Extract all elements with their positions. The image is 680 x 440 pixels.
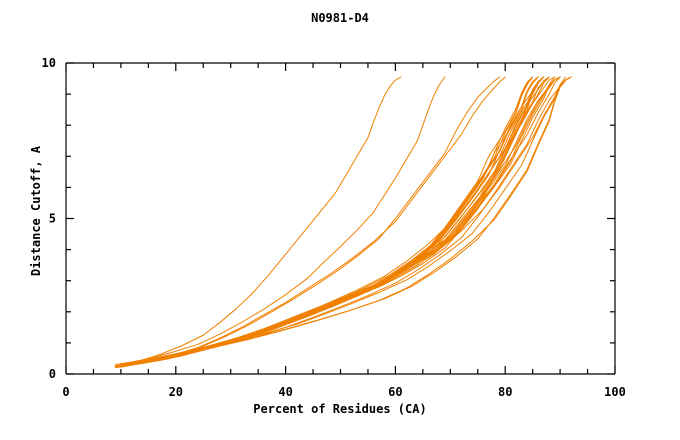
data-curve (120, 76, 550, 366)
data-curve (125, 76, 545, 365)
data-curve (114, 76, 545, 368)
data-curve (125, 76, 561, 365)
x-tick-label: 0 (62, 385, 69, 399)
x-tick-label: 20 (169, 385, 183, 399)
x-tick-label: 40 (278, 385, 292, 399)
x-tick-label: 60 (388, 385, 402, 399)
data-curve (120, 76, 501, 367)
x-axis-label: Percent of Residues (CA) (253, 402, 427, 416)
data-curve (114, 76, 567, 367)
data-curve (120, 76, 539, 368)
data-curve (114, 76, 402, 367)
data-curve (142, 76, 561, 363)
data-curve (120, 76, 572, 366)
y-tick-label: 0 (49, 367, 56, 381)
data-curve (125, 76, 572, 366)
data-curve (131, 76, 572, 364)
data-curve (120, 76, 446, 366)
data-curve (120, 76, 556, 366)
data-curve (136, 76, 561, 363)
y-tick-label: 10 (42, 56, 56, 70)
data-curve (131, 76, 545, 364)
data-curve (114, 76, 506, 368)
chart-title: N0981-D4 (311, 11, 369, 25)
y-tick-label: 5 (49, 212, 56, 226)
data-curve (125, 76, 572, 366)
data-curve (114, 76, 556, 367)
x-tick-label: 100 (604, 385, 626, 399)
data-curve (120, 76, 545, 366)
data-curve (125, 76, 539, 366)
data-curve (114, 76, 550, 367)
data-curve (120, 76, 539, 367)
axes (65, 62, 616, 375)
x-tick-label: 80 (498, 385, 512, 399)
tick-labels: 0 20 40 60 80 100 0 5 10 (42, 56, 626, 399)
data-curve (114, 76, 545, 369)
data-curves (114, 76, 572, 369)
data-curve (136, 76, 550, 363)
